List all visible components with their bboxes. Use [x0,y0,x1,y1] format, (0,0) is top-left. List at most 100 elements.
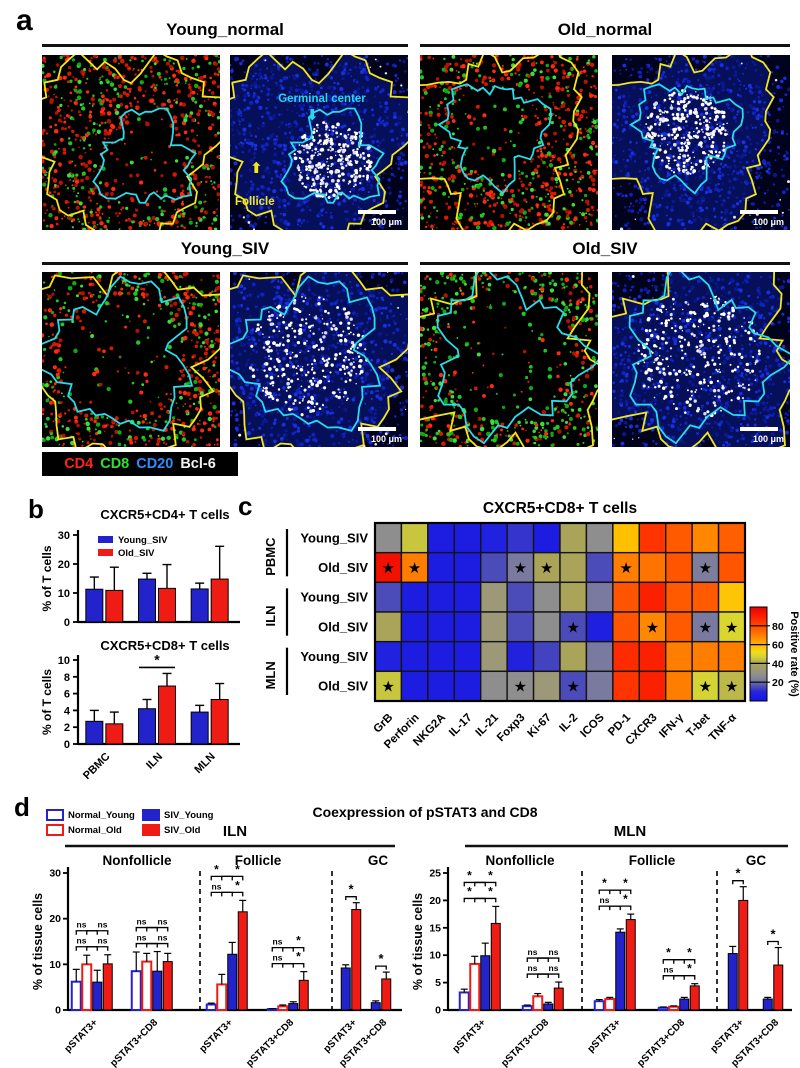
cell-dot [451,55,456,59]
nucleus-dot [401,158,404,161]
bcl6-dot [702,131,704,133]
nucleus-dot [327,85,332,90]
cell-dot [198,419,201,422]
cell-dot [129,320,131,323]
nucleus-dot [232,338,235,341]
nucleus-dot [400,385,405,390]
nucleus-dot [357,109,362,114]
cell-dot [484,82,488,87]
nucleus-dot [395,199,400,203]
cell-dot [566,89,570,93]
cell-dot [582,66,585,69]
nucleus-dot [255,78,258,81]
cell-dot [97,294,102,299]
nucleus-dot [738,87,742,91]
cell-dot [94,428,97,431]
nucleus-dot [662,139,667,143]
cell-dot [532,91,536,94]
bcl6-dot [317,127,319,129]
nucleus-dot [666,172,671,177]
nucleus-dot [261,77,264,80]
cell-dot [82,136,86,140]
nucleus-dot [685,130,689,134]
nucleus-dot [783,158,786,161]
nucleus-dot [268,344,271,346]
nucleus-dot [231,68,234,71]
bcl6-dot [329,156,333,160]
nucleus-dot [705,144,710,149]
nucleus-dot [276,285,281,290]
nucleus-dot [321,407,326,411]
cell-dot [188,311,193,316]
nucleus-dot [692,215,695,218]
nucleus-dot [387,178,392,182]
cell-dot [84,163,89,168]
cell-dot [544,195,547,198]
bcl6-dot [668,133,671,136]
nucleus-dot [351,187,356,192]
nucleus-dot [726,196,730,200]
nucleus-dot [260,144,265,149]
cell-dot [197,150,202,155]
nucleus-dot [647,146,650,150]
cell-dot [96,207,101,212]
nucleus-dot [265,107,268,110]
nucleus-dot [631,67,635,71]
bcl6-dot [355,161,358,165]
cell-dot [45,132,49,135]
cell-dot [139,390,144,395]
nucleus-dot [290,109,293,112]
cell-dot [186,290,189,293]
nucleus-dot [626,159,630,162]
nucleus-dot [628,154,633,158]
cell-dot [140,292,146,297]
nucleus-dot [625,68,628,71]
cell-dot [153,56,157,61]
nucleus-dot [283,131,288,136]
nucleus-dot [646,71,649,74]
cell-dot [194,331,199,337]
nucleus-dot [337,202,341,206]
cell-dot [107,137,110,140]
cell-dot [591,94,595,97]
speck-dot [787,180,790,184]
nucleus-dot [741,196,746,201]
bcl6-dot [344,157,349,161]
nucleus-dot [715,139,717,141]
cell-dot [67,71,72,76]
nucleus-dot [289,197,293,201]
cell-dot [42,139,44,143]
nucleus-dot [352,97,357,102]
nucleus-dot [253,156,256,159]
cell-dot [105,78,109,82]
bcl6-dot [690,162,693,164]
nucleus-dot [278,175,282,179]
nucleus-dot [676,83,681,88]
cell-dot [117,62,120,65]
cell-dot [145,283,148,286]
nucleus-dot [672,183,676,187]
bcl6-dot [686,141,691,146]
bcl6-dot [679,100,683,104]
cell-dot [86,426,91,431]
nucleus-dot [788,208,790,211]
bcl6-dot [682,99,686,104]
bcl6-dot [675,159,677,162]
cell-dot [59,55,63,60]
nucleus-dot [256,95,259,98]
cell-dot [462,166,467,171]
nucleus-dot [642,186,645,189]
bcl6-dot [694,163,698,166]
nucleus-dot [672,60,677,65]
nucleus-dot [643,196,647,200]
cell-dot [56,336,59,339]
nucleus-dot [341,288,346,292]
cell-dot [62,395,65,398]
cell-dot [67,408,71,412]
bcl6-dot [686,95,690,100]
cell-dot [60,97,63,100]
nucleus-dot [401,169,405,172]
nucleus-dot [378,101,381,104]
cell-dot [582,69,587,73]
nucleus-dot [290,362,294,366]
